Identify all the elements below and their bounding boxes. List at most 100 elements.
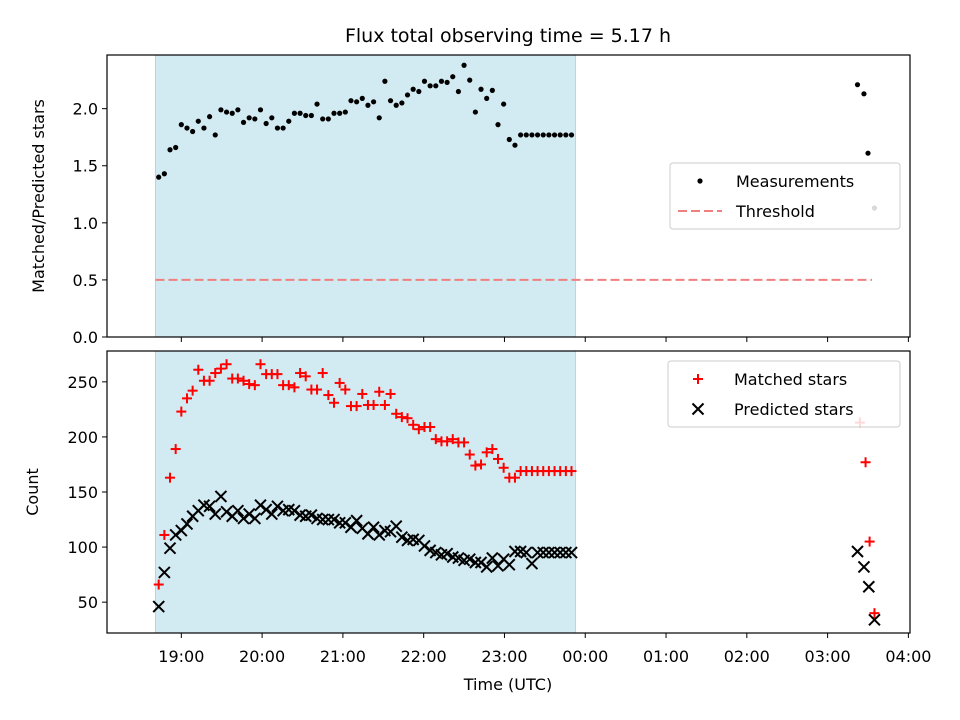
predicted-stars-stroke [520, 546, 533, 559]
measurement-point [297, 110, 303, 116]
predicted-stars-point [520, 546, 533, 559]
measurement-point [404, 92, 411, 98]
predicted-stars-stroke [197, 499, 211, 512]
measurement-point [444, 79, 450, 86]
y-tick-label: 50 [78, 593, 98, 612]
predicted-stars-point [158, 566, 171, 579]
matched-stars-point [509, 472, 520, 483]
measurement-point [540, 132, 546, 138]
matched-stars-point [402, 413, 413, 424]
predicted-stars-stroke [214, 490, 228, 503]
matched-stars-point [860, 457, 871, 468]
predicted-stars-point [322, 513, 335, 526]
predicted-stars-stroke [293, 508, 307, 522]
measurement-point [484, 95, 490, 101]
matched-stars-point [492, 453, 503, 464]
measurement-point [438, 78, 445, 84]
predicted-stars-stroke [209, 507, 222, 521]
measurement-point [190, 128, 196, 135]
predicted-stars-stroke [265, 507, 279, 521]
predicted-stars-stroke [452, 551, 465, 565]
predicted-stars-stroke [553, 546, 567, 559]
measurement-point [376, 115, 382, 121]
matched-stars-point [374, 386, 385, 397]
measurement-point [246, 115, 252, 121]
matched-stars-point [170, 444, 181, 455]
matched-stars-point [317, 368, 328, 379]
measurement-point [337, 110, 343, 116]
predicted-stars-stroke [446, 550, 459, 564]
plot-frame [106, 54, 911, 338]
predicted-stars-stroke [423, 544, 437, 557]
y-axis-title: Count [23, 468, 42, 516]
matched-stars-point [368, 399, 379, 410]
measurement-point [387, 98, 394, 104]
predicted-stars-stroke [305, 508, 318, 522]
predicted-stars-stroke [163, 541, 177, 555]
predicted-stars-point [531, 546, 544, 559]
predicted-stars-stroke [862, 580, 876, 593]
matched-stars-point [498, 462, 509, 473]
measurement-point [568, 132, 575, 138]
predicted-stars-point [553, 546, 567, 559]
measurement-point [212, 132, 218, 138]
matched-stars-point [476, 459, 487, 470]
y-tick-label: 1.0 [73, 214, 98, 233]
measurement-point [523, 132, 529, 138]
predicted-stars-stroke [248, 512, 262, 525]
matched-stars-point [255, 359, 266, 370]
legend-label: Matched stars [734, 370, 847, 389]
measurement-point [229, 110, 235, 116]
matched-stars-point [481, 447, 492, 458]
predicted-stars-point [180, 517, 194, 531]
measurement-point [472, 109, 478, 115]
measurement-point [410, 86, 416, 92]
matched-stars-point [323, 390, 334, 401]
predicted-stars-point [231, 504, 245, 517]
predicted-stars-stroke [356, 522, 369, 535]
matched-stars-point [413, 424, 424, 435]
x-tick-label: 21:00 [320, 647, 366, 666]
predicted-stars-stroke [463, 552, 476, 566]
matched-stars-point [340, 384, 351, 395]
measurement-point [529, 132, 535, 138]
legend-label: Measurements [736, 172, 854, 191]
predicted-stars-stroke [378, 524, 392, 537]
measurement-point [223, 109, 230, 115]
matched-stars-point [379, 399, 390, 410]
matched-stars-point [295, 368, 306, 379]
measurement-point [331, 110, 337, 116]
predicted-stars-point [203, 500, 216, 513]
measurement-point [325, 116, 331, 122]
predicted-stars-point [248, 512, 262, 525]
y-tick-label: 0.5 [73, 271, 98, 290]
matched-stars-point [464, 449, 475, 460]
predicted-stars-point [265, 507, 279, 521]
predicted-stars-stroke [525, 557, 539, 570]
matched-stars-point [187, 385, 198, 396]
measurement-point [308, 112, 314, 119]
predicted-stars-stroke [322, 513, 335, 526]
measurement-point [354, 99, 360, 105]
predicted-stars-stroke [537, 546, 550, 559]
measurement-point [861, 91, 867, 97]
predicted-stars-point [152, 600, 165, 613]
predicted-stars-stroke [868, 613, 881, 626]
measurement-point [359, 95, 365, 101]
x-tick-label: 20:00 [239, 647, 285, 666]
matched-stars-point [210, 368, 221, 379]
matched-stars-point [425, 422, 436, 433]
predicted-stars-stroke [158, 566, 171, 579]
measurement-point [320, 116, 326, 122]
predicted-stars-point [395, 530, 409, 544]
predicted-stars-stroke [851, 545, 864, 558]
matched-stars-point [864, 536, 875, 547]
predicted-stars-stroke [152, 600, 165, 613]
legend-label: Threshold [735, 202, 815, 221]
predicted-stars-stroke [180, 517, 194, 531]
matched-stars-point [351, 401, 362, 412]
y-tick-label: 200 [67, 428, 98, 447]
matched-stars-point [289, 382, 300, 393]
predicted-stars-stroke [327, 513, 341, 526]
measurement-point [201, 125, 207, 131]
